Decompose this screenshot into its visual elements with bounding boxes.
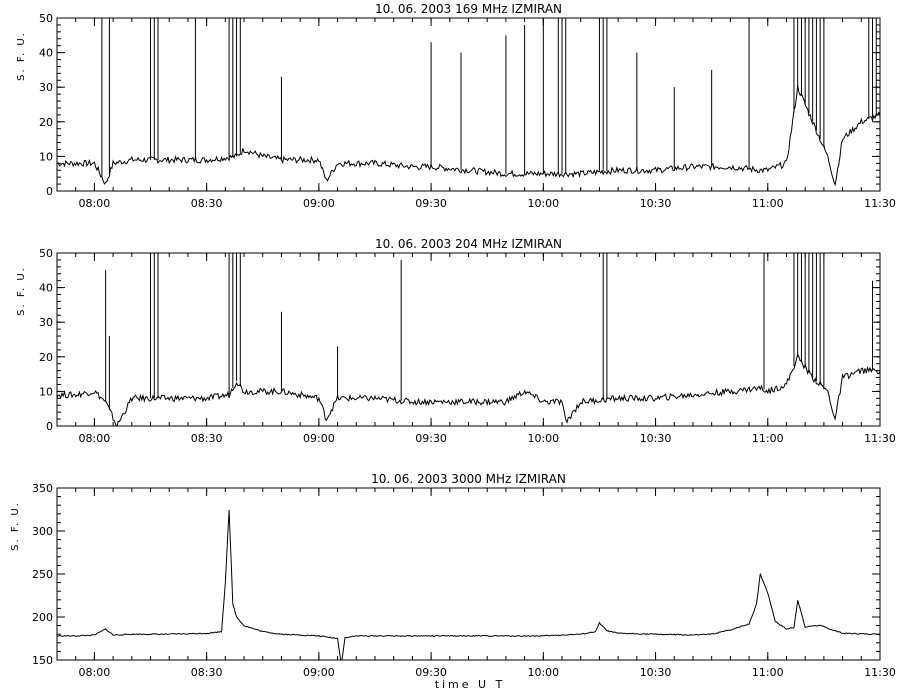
x-tick-label: 08:30: [191, 666, 223, 679]
x-tick-label: 11:30: [864, 432, 896, 445]
x-tick-label: 10:00: [527, 432, 559, 445]
x-axis-label: time U T: [434, 678, 506, 691]
y-tick-label: 40: [39, 47, 53, 60]
x-tick-label: 09:00: [303, 432, 335, 445]
x-tick-label: 11:00: [752, 197, 784, 210]
x-tick-label: 10:00: [527, 197, 559, 210]
y-tick-label: 30: [39, 316, 53, 329]
series-line: [57, 509, 880, 660]
y-axis-label: S. F. U.: [10, 501, 21, 551]
chart-panel-3: 10. 06. 2003 3000 MHz IZMIRAN S. F. U. 08:…: [10, 472, 896, 679]
y-tick-label: 50: [39, 247, 53, 260]
x-tick-label: 09:30: [415, 666, 447, 679]
y-tick-label: 0: [46, 420, 53, 433]
y-tick-label: 20: [39, 351, 53, 364]
x-tick-label: 10:30: [640, 197, 672, 210]
chart-panel-2: 10. 06. 2003 204 MHz IZMIRAN S. F. U. 08:0…: [16, 237, 896, 445]
x-tick-label: 09:00: [303, 197, 335, 210]
y-axis-label: S. F. U.: [16, 31, 27, 81]
x-tick-label: 10:00: [527, 666, 559, 679]
x-tick-label: 08:00: [79, 197, 111, 210]
x-tick-label: 08:30: [191, 432, 223, 445]
x-tick-label: 09:30: [415, 432, 447, 445]
y-tick-label: 20: [39, 116, 53, 129]
x-tick-label: 08:00: [79, 666, 111, 679]
chart-title: 10. 06. 2003 204 MHz IZMIRAN: [375, 237, 562, 251]
y-tick-label: 200: [32, 611, 53, 624]
y-tick-label: 10: [39, 385, 53, 398]
chart-panel-1: 10. 06. 2003 169 MHz IZMIRAN S. F. U. 08:0…: [16, 2, 896, 210]
x-tick-label: 11:00: [752, 432, 784, 445]
y-tick-label: 0: [46, 185, 53, 198]
y-tick-label: 30: [39, 81, 53, 94]
y-tick-label: 300: [32, 525, 53, 538]
x-tick-label: 11:00: [752, 666, 784, 679]
y-tick-label: 250: [32, 568, 53, 581]
x-tick-label: 08:30: [191, 197, 223, 210]
chart-title: 10. 06. 2003 3000 MHz IZMIRAN: [371, 472, 566, 486]
x-tick-label: 09:00: [303, 666, 335, 679]
plot-frame: [56, 252, 881, 427]
x-tick-label: 11:30: [864, 197, 896, 210]
x-tick-label: 08:00: [79, 432, 111, 445]
x-tick-label: 09:30: [415, 197, 447, 210]
chart-title: 10. 06. 2003 169 MHz IZMIRAN: [375, 2, 562, 16]
y-tick-label: 50: [39, 12, 53, 25]
y-tick-label: 10: [39, 150, 53, 163]
series-line: [57, 85, 880, 187]
plot-frame: [56, 17, 881, 192]
y-tick-label: 350: [32, 482, 53, 495]
x-tick-label: 10:30: [640, 432, 672, 445]
y-tick-label: 40: [39, 282, 53, 295]
x-tick-label: 10:30: [640, 666, 672, 679]
x-tick-label: 11:30: [864, 666, 896, 679]
y-tick-label: 150: [32, 654, 53, 667]
series-line: [57, 352, 880, 426]
y-axis-label: S. F. U.: [16, 266, 27, 316]
